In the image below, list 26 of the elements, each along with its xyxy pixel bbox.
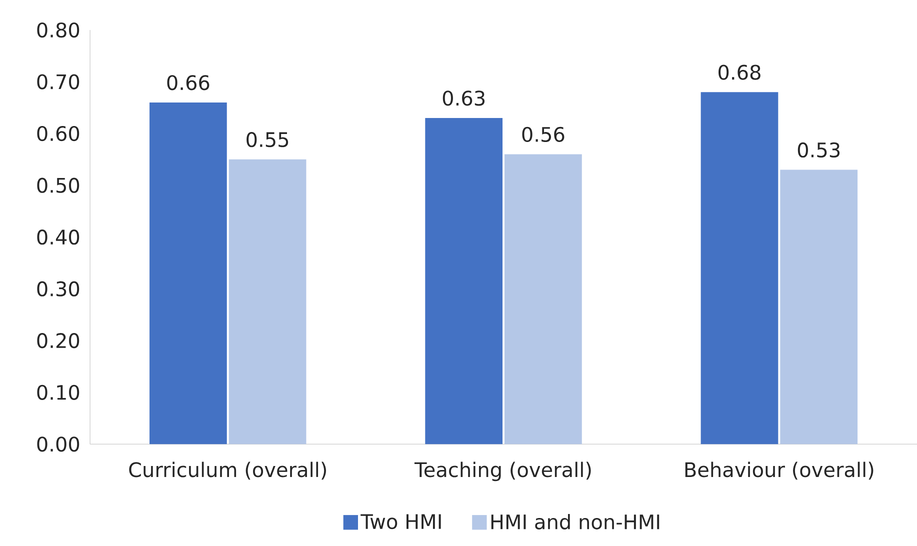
- bar: [780, 170, 858, 444]
- data-label: 0.56: [522, 126, 564, 142]
- data-label: 0.53: [798, 142, 840, 158]
- data-label: 0.63: [442, 90, 485, 106]
- x-tick-label: Curriculum (overall): [129, 462, 326, 480]
- y-tick-label: 0.30: [37, 281, 80, 296]
- bar: [700, 92, 778, 444]
- bar: [150, 102, 227, 444]
- y-tick-label: 0.70: [37, 74, 80, 90]
- bar: [504, 154, 582, 444]
- y-tick-label: 0.40: [37, 229, 80, 245]
- data-label: 0.66: [167, 74, 210, 90]
- bar: [425, 118, 503, 444]
- x-tick-label: Behaviour (overall): [685, 462, 874, 480]
- data-label: 0.55: [246, 132, 288, 148]
- y-tick-label: 0.00: [37, 436, 80, 452]
- y-tick-label: 0.60: [37, 126, 80, 142]
- legend-label: HMI and non-HMI: [491, 514, 660, 530]
- y-tick-label: 0.20: [37, 332, 80, 348]
- data-label: 0.68: [718, 64, 760, 80]
- x-tick-label: Teaching (overall): [414, 462, 591, 482]
- y-tick-label: 0.10: [37, 384, 80, 400]
- y-tick-label: 0.50: [37, 178, 80, 193]
- bar: [228, 159, 306, 444]
- legend-label: Two HMI: [360, 514, 441, 530]
- y-tick-label: 0.80: [37, 22, 80, 38]
